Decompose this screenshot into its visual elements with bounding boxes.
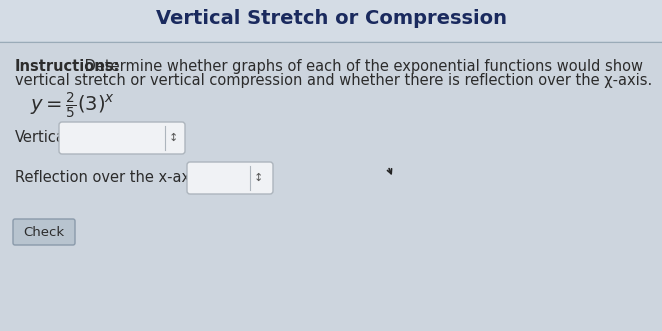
Text: Vertical Stretch or Compression: Vertical Stretch or Compression <box>156 10 506 28</box>
Text: Instructions:: Instructions: <box>15 59 120 74</box>
Text: vertical stretch or vertical compression and whether there is reflection over th: vertical stretch or vertical compression… <box>15 73 652 88</box>
FancyBboxPatch shape <box>0 42 662 331</box>
Text: $y = \frac{2}{5}(3)^x$: $y = \frac{2}{5}(3)^x$ <box>30 91 115 121</box>
FancyBboxPatch shape <box>59 122 185 154</box>
FancyBboxPatch shape <box>187 162 273 194</box>
Text: Check: Check <box>23 225 65 239</box>
Text: ↕: ↕ <box>254 173 263 183</box>
Text: ↕: ↕ <box>168 133 177 143</box>
FancyBboxPatch shape <box>13 219 75 245</box>
Text: Determine whether graphs of each of the exponential functions would show: Determine whether graphs of each of the … <box>80 59 643 74</box>
Text: Vertical: Vertical <box>15 130 70 146</box>
FancyBboxPatch shape <box>0 0 662 41</box>
Text: Reflection over the x-axis?: Reflection over the x-axis? <box>15 170 210 185</box>
